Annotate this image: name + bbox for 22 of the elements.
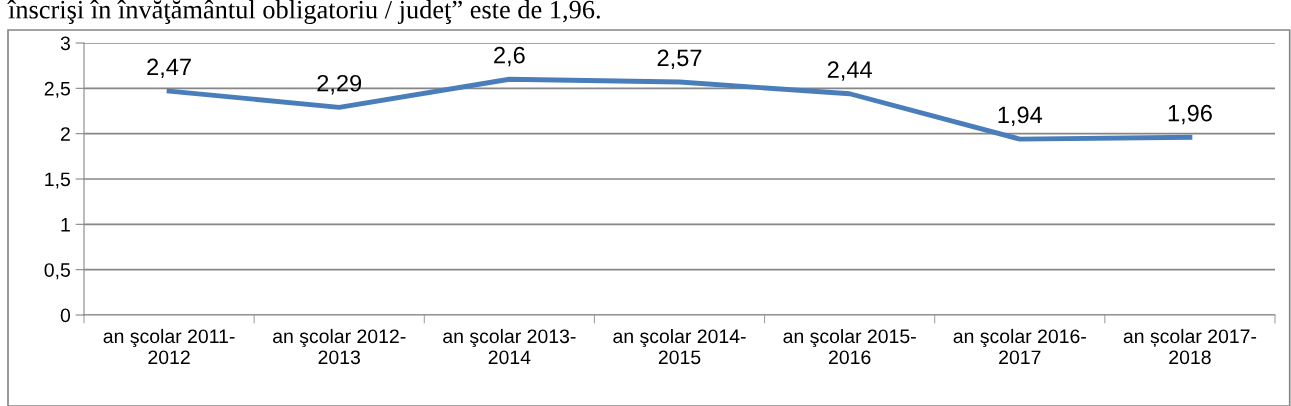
data-label: 1,94 (998, 106, 1043, 127)
data-label: 2,57 (657, 49, 702, 69)
data-label: 2,47 (147, 58, 191, 79)
y-tick-label: 2,5 (44, 81, 70, 98)
x-tick-label: an şcolar 2011-2012 (103, 328, 235, 365)
x-tick-label: an şcolar 2014-2015 (613, 328, 746, 365)
x-tick-label: an şcolar 2015-2016 (783, 328, 916, 365)
data-label: 2,44 (827, 61, 872, 81)
x-tick-label: an școlar 2017-2018 (1123, 328, 1257, 365)
x-tick-label: an şcolar 2012-2013 (273, 328, 406, 365)
y-tick-label: 1,5 (45, 172, 70, 189)
y-tick-label: 1 (61, 218, 70, 232)
y-tick-label: 0,5 (44, 263, 70, 280)
text: înscrişi în învăţământul obligatoriu / judeţ” este de 1,96. (7, 0, 600, 24)
x-tick-label: an şcolar 2013-2014 (443, 328, 576, 365)
y-tick-label: 2 (60, 127, 70, 141)
data-label: 1,96 (1168, 104, 1212, 125)
x-tick-label: an şcolar 2016-2017 (953, 328, 1086, 365)
y-tick-label: 3 (60, 36, 70, 51)
data-label: 2,6 (494, 46, 525, 67)
data-label: 2,29 (317, 74, 362, 95)
y-tick-label: 0 (60, 308, 71, 323)
